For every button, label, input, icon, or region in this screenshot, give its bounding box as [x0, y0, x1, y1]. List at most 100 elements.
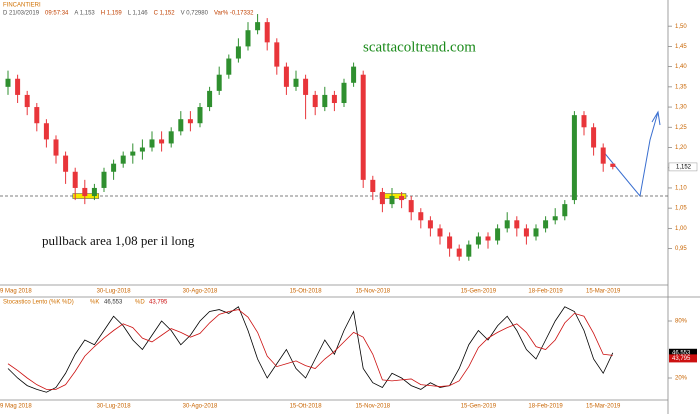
candle-body [303, 78, 309, 95]
candle-body [591, 127, 597, 148]
y-tick-label: 1,50 [675, 24, 687, 30]
indicator-line [7, 309, 613, 390]
candle-body [168, 131, 174, 144]
candle-body [235, 46, 241, 59]
arrow-head [651, 110, 661, 126]
candle-body [456, 248, 462, 257]
x-tick-label: 15-Gen-2019 [461, 404, 497, 410]
forecast-arrow [601, 111, 659, 198]
legend-name: %K [90, 300, 99, 306]
readout-box [669, 348, 697, 357]
x-tick-label: 15-Nov-2018 [355, 404, 390, 410]
candle-body [159, 139, 165, 144]
info-item: D 21/03/2019 [3, 11, 40, 17]
candle-body [562, 204, 568, 217]
readout-label: 46,553 [672, 350, 691, 356]
candle-body [130, 151, 136, 156]
indicator-title: Stocastico Lento (%K %D) [3, 300, 74, 306]
candle-body [610, 163, 616, 167]
x-tick-label: 30-Lug-2018 [97, 404, 132, 410]
candle-body [437, 228, 443, 237]
x-tick-label: 18-Feb-2019 [528, 404, 563, 410]
x-tick-label: 9 Mag 2018 [0, 289, 32, 295]
candle-body [216, 74, 222, 91]
candle-body [72, 171, 78, 188]
x-tick-label: 9 Mag 2018 [0, 404, 32, 410]
candle-body [351, 66, 357, 83]
candle-body [120, 155, 126, 164]
candle-body [504, 220, 510, 229]
candle-body [552, 216, 558, 221]
candle-body [82, 187, 88, 197]
x-tick-label: 30-Ago-2018 [183, 404, 218, 410]
y-tick-label: 1,20 [675, 145, 687, 151]
candle-body [475, 236, 481, 245]
candle-body [485, 236, 491, 241]
candle-body [331, 94, 337, 104]
candle-body [408, 200, 414, 213]
candle-body [226, 58, 232, 75]
candle-body [207, 90, 213, 108]
candle-body [360, 74, 366, 180]
watermark: scattacoltrend.com [363, 39, 476, 55]
y-tick-label: 80% [675, 319, 688, 325]
candle-body [245, 30, 251, 47]
x-tick-label: 18-Feb-2019 [528, 289, 563, 295]
x-tick-label: 30-Lug-2018 [97, 289, 132, 295]
last-price-label: 1,152 [676, 164, 692, 170]
candle-body [581, 115, 587, 128]
legend-name: %D [135, 300, 145, 306]
candle-body [571, 115, 577, 201]
legend-readout: 43,795 [149, 300, 168, 306]
info-item: 09:57:34 [45, 11, 69, 17]
chart-title: FINCANTIERI [3, 3, 41, 9]
candle-body [187, 119, 193, 124]
info-item: C 1,152 [154, 11, 176, 17]
legend-readout: 46,553 [104, 300, 123, 306]
y-tick-label: 1,05 [675, 206, 687, 212]
candle-body [255, 22, 261, 31]
info-item: H 1,159 [101, 11, 123, 17]
candle-body [178, 119, 184, 132]
info-item: A 1,153 [74, 11, 95, 17]
y-tick-label: 1,40 [675, 64, 687, 70]
candle-body [427, 220, 433, 229]
x-tick-label: 15-Gen-2019 [461, 289, 497, 295]
x-tick-label: 30-Ago-2018 [183, 289, 218, 295]
x-tick-label: 15-Mar-2019 [586, 404, 621, 410]
y-tick-label: 1,00 [675, 226, 687, 232]
candle-body [293, 78, 299, 87]
candle-body [341, 82, 347, 104]
candle-body [600, 147, 606, 164]
indicator-line [7, 306, 614, 393]
info-item: Var% -0,17332 [214, 11, 254, 17]
candle-body [466, 244, 472, 257]
y-tick-label: 20% [675, 376, 688, 382]
readout-label: 43,795 [672, 356, 691, 362]
x-tick-label: 15-Ott-2018 [290, 404, 323, 410]
candle-body [53, 139, 59, 156]
candle-body [34, 107, 40, 124]
candle-body [264, 22, 270, 43]
candle-body [379, 191, 385, 205]
candle-body [5, 78, 11, 87]
candle-body [91, 187, 97, 197]
annotation: pullback area 1,08 per il long [42, 233, 195, 248]
candle-body [274, 42, 280, 67]
candle-body [514, 220, 520, 229]
candle-body [43, 123, 49, 140]
y-tick-label: 1,45 [675, 44, 687, 50]
candle-body [149, 139, 155, 148]
candle-body [543, 220, 549, 229]
candle-body [111, 163, 117, 172]
candle-body [312, 94, 318, 108]
y-tick-label: 1,30 [675, 105, 687, 111]
candle-body [418, 212, 424, 221]
candle-body [197, 107, 203, 124]
info-item: V 0,72980 [181, 11, 209, 17]
x-tick-label: 15-Ott-2018 [290, 289, 323, 295]
candle-body [447, 236, 453, 249]
readout-box [669, 354, 697, 363]
candle-body [322, 94, 328, 108]
